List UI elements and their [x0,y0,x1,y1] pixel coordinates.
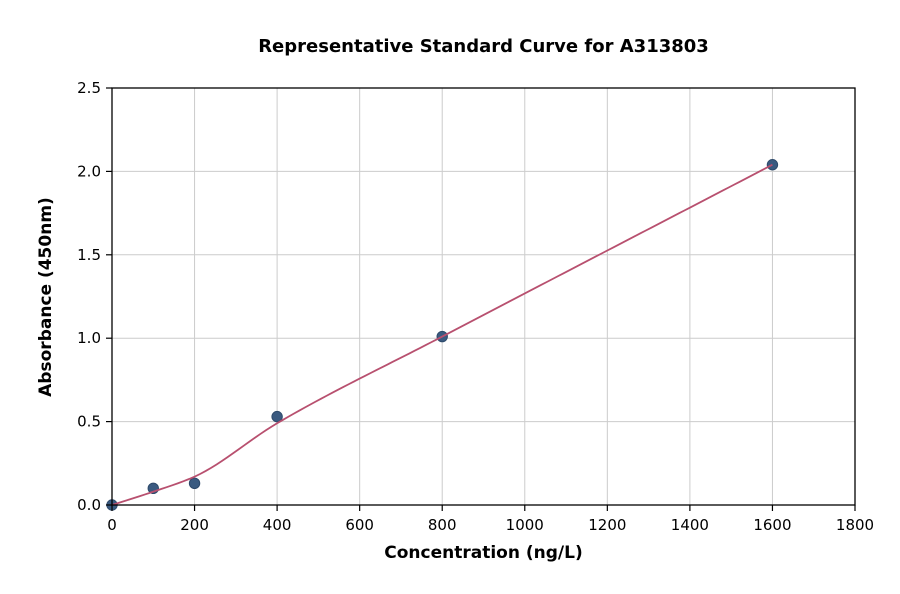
data-point [766,159,779,171]
data-point [188,477,201,490]
x-tick-label: 800 [428,516,457,534]
x-tick-label: 400 [263,516,292,534]
chart-title: Representative Standard Curve for A31380… [258,36,709,57]
x-tick-label: 200 [180,516,209,534]
y-tick-label: 1.0 [77,329,101,347]
y-tick-label: 0.5 [77,413,101,431]
x-axis-label: Concentration (ng/L) [384,543,583,563]
plot-area [112,88,855,505]
axes-spines [111,87,856,506]
x-tick-label: 1200 [588,516,626,534]
data-point [271,410,283,423]
x-tick-label: 1000 [506,516,544,534]
x-tick-label: 1400 [671,516,709,534]
y-tick-label: 1.5 [77,246,101,264]
x-tick-label: 0 [107,516,117,534]
x-tick-label: 1600 [753,516,791,534]
y-axis-label: Absorbance (450nm) [36,197,56,397]
x-tick-label: 1800 [836,516,874,534]
x-tick-label: 600 [345,516,374,534]
y-tick-label: 2.5 [77,79,101,97]
y-tick-label: 2.0 [77,162,101,180]
y-tick-label: 0.0 [77,496,101,514]
fit-curve-line [111,163,773,506]
